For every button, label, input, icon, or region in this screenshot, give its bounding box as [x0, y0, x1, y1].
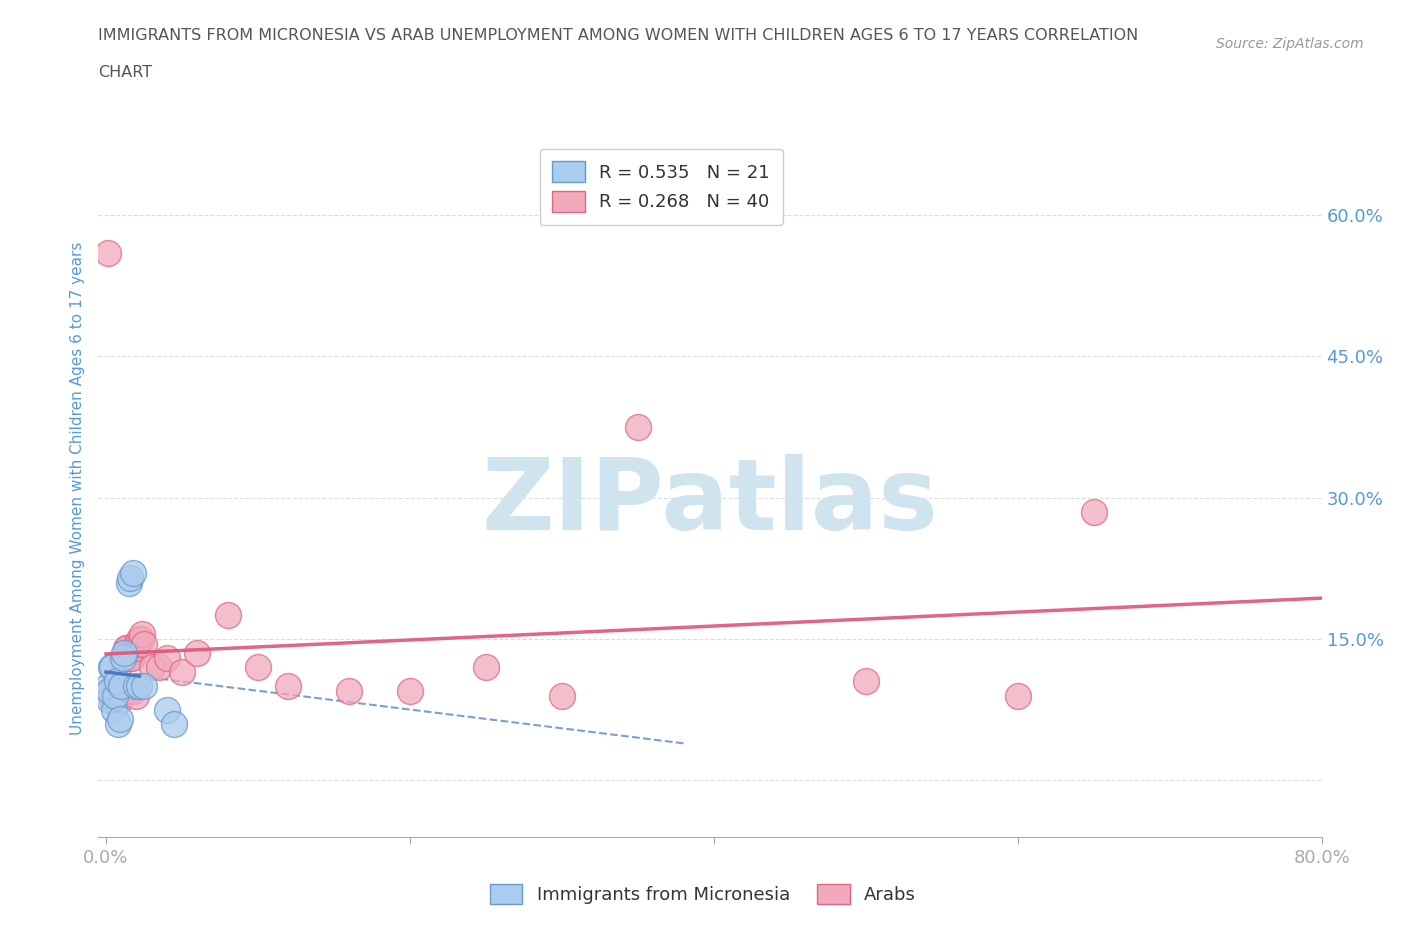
Point — [156, 650, 179, 665]
Point — [120, 570, 142, 585]
Point — [1083, 504, 1105, 519]
Point — [117, 641, 139, 656]
Point — [96, 246, 118, 260]
Point — [111, 650, 134, 665]
Point — [125, 679, 148, 694]
Point — [125, 688, 148, 703]
Point — [118, 575, 141, 590]
Point — [129, 631, 152, 646]
Point — [98, 684, 121, 698]
Point — [163, 716, 186, 731]
Point — [122, 684, 145, 698]
Point — [186, 645, 208, 660]
Point — [475, 660, 498, 675]
Point — [125, 636, 148, 651]
Point — [110, 679, 132, 694]
Point — [103, 702, 125, 717]
Y-axis label: Unemployment Among Women with Children Ages 6 to 17 years: Unemployment Among Women with Children A… — [70, 242, 86, 735]
Point — [100, 660, 122, 675]
Point — [627, 419, 650, 434]
Point — [124, 641, 146, 656]
Point — [337, 684, 360, 698]
Point — [148, 660, 170, 675]
Point — [128, 679, 150, 694]
Point — [170, 665, 193, 680]
Point — [105, 684, 128, 698]
Point — [110, 656, 132, 671]
Point — [101, 660, 124, 675]
Point — [98, 693, 121, 708]
Point — [399, 684, 422, 698]
Point — [98, 684, 121, 698]
Point — [131, 627, 153, 642]
Point — [112, 645, 135, 660]
Point — [114, 641, 136, 656]
Text: IMMIGRANTS FROM MICRONESIA VS ARAB UNEMPLOYMENT AMONG WOMEN WITH CHILDREN AGES 6: IMMIGRANTS FROM MICRONESIA VS ARAB UNEMP… — [98, 28, 1139, 43]
Legend: R = 0.535   N = 21, R = 0.268   N = 40: R = 0.535 N = 21, R = 0.268 N = 40 — [540, 149, 783, 224]
Point — [107, 688, 129, 703]
Point — [277, 679, 299, 694]
Point — [132, 679, 155, 694]
Point — [551, 688, 574, 703]
Point — [217, 608, 239, 623]
Point — [855, 674, 877, 689]
Text: CHART: CHART — [98, 65, 152, 80]
Point — [141, 660, 163, 675]
Point — [120, 650, 142, 665]
Text: ZIPatlas: ZIPatlas — [482, 454, 938, 551]
Point — [104, 688, 127, 703]
Point — [107, 716, 129, 731]
Legend: Immigrants from Micronesia, Arabs: Immigrants from Micronesia, Arabs — [482, 876, 924, 911]
Point — [104, 679, 127, 694]
Point — [156, 702, 179, 717]
Point — [246, 660, 269, 675]
Point — [108, 711, 131, 726]
Point — [127, 636, 149, 651]
Point — [122, 565, 145, 580]
Point — [132, 636, 155, 651]
Point — [112, 650, 135, 665]
Point — [111, 650, 134, 665]
Point — [118, 645, 141, 660]
Point — [96, 679, 118, 694]
Point — [101, 693, 124, 708]
Text: Source: ZipAtlas.com: Source: ZipAtlas.com — [1216, 37, 1364, 51]
Point — [1007, 688, 1029, 703]
Point — [105, 674, 128, 689]
Point — [128, 631, 150, 646]
Point — [121, 650, 143, 665]
Point — [108, 693, 131, 708]
